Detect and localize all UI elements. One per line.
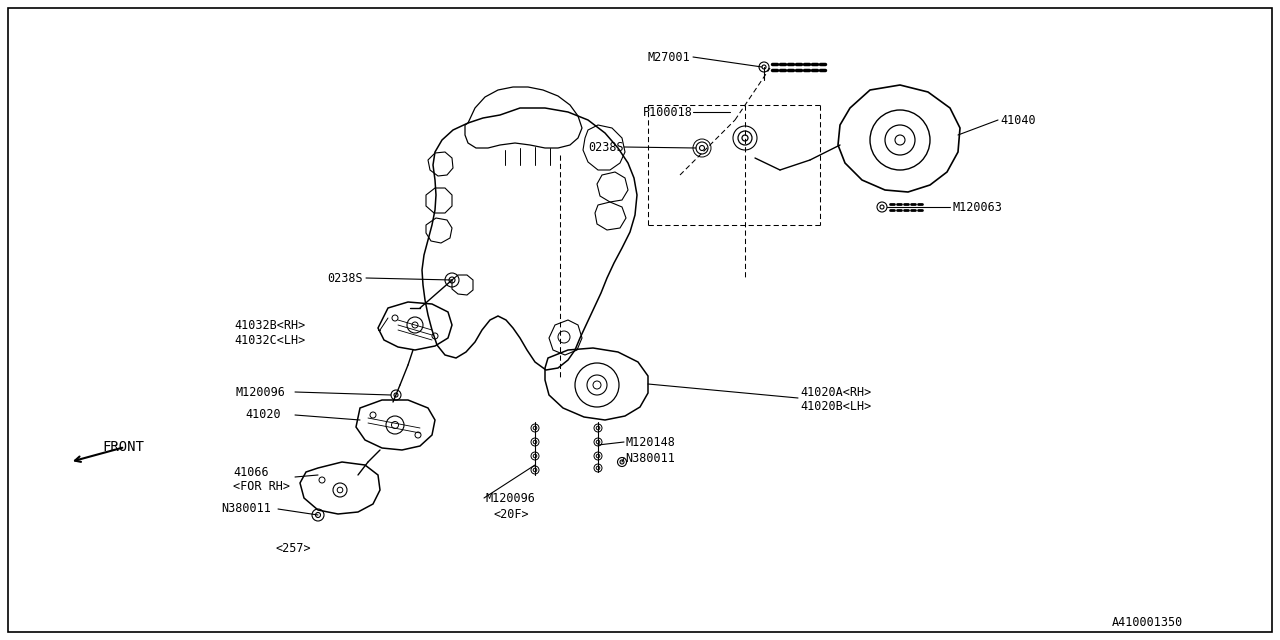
Text: N380011: N380011 bbox=[221, 502, 271, 515]
Text: P100018: P100018 bbox=[643, 106, 692, 118]
Text: 41040: 41040 bbox=[1000, 113, 1036, 127]
Text: 0238S: 0238S bbox=[589, 141, 625, 154]
Text: <257>: <257> bbox=[275, 541, 311, 554]
Text: N380011: N380011 bbox=[625, 451, 675, 465]
Text: M120148: M120148 bbox=[625, 435, 675, 449]
Text: 41032C<LH>: 41032C<LH> bbox=[234, 333, 305, 346]
Text: 41032B<RH>: 41032B<RH> bbox=[234, 319, 305, 332]
Text: M120096: M120096 bbox=[485, 492, 535, 504]
Text: M120063: M120063 bbox=[952, 200, 1002, 214]
Text: 41020: 41020 bbox=[244, 408, 280, 422]
Text: M120096: M120096 bbox=[236, 385, 285, 399]
Text: 0238S: 0238S bbox=[328, 271, 364, 285]
Text: 41020A<RH>: 41020A<RH> bbox=[800, 385, 872, 399]
Text: 41020B<LH>: 41020B<LH> bbox=[800, 401, 872, 413]
Text: FRONT: FRONT bbox=[102, 440, 143, 454]
Text: M27001: M27001 bbox=[648, 51, 690, 63]
Text: <20F>: <20F> bbox=[493, 509, 529, 522]
Text: 41066: 41066 bbox=[233, 465, 269, 479]
Text: A410001350: A410001350 bbox=[1112, 616, 1183, 628]
Text: <FOR RH>: <FOR RH> bbox=[233, 481, 291, 493]
